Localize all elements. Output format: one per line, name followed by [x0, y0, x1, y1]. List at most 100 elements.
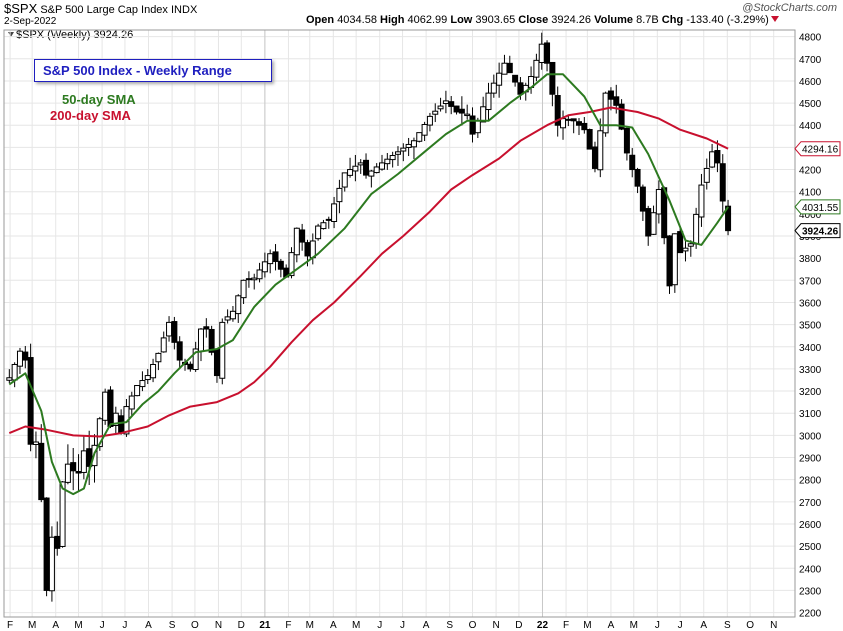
candle-up	[442, 100, 449, 105]
candle-up	[256, 269, 263, 280]
series-legend: $SPX (Weekly) 3924.26	[8, 29, 133, 41]
candle-down	[54, 535, 61, 549]
candle-up	[144, 375, 151, 381]
candle-up	[331, 203, 338, 223]
y-tick-label: 3200	[799, 387, 822, 398]
y-tick-label: 2500	[799, 542, 822, 553]
candle-up	[315, 225, 322, 240]
candle-down	[645, 208, 652, 237]
candle-down	[565, 118, 572, 121]
open-value: 4034.58	[337, 14, 377, 26]
x-tick-label: M	[630, 620, 638, 631]
candle-up	[496, 72, 503, 86]
x-tick-label: A	[330, 620, 337, 631]
candle-up	[155, 352, 162, 363]
candle-up	[134, 385, 141, 397]
candle-up	[698, 184, 705, 218]
high-value: 4062.99	[407, 14, 448, 26]
y-tick-label: 2600	[799, 520, 822, 531]
candle-down	[634, 168, 641, 187]
brand-logo: @StockCharts.com	[742, 2, 837, 14]
y-tick-label: 3100	[799, 409, 822, 420]
candle-up	[192, 348, 199, 371]
y-tick-label: 4500	[799, 99, 822, 110]
y-tick-label: 4700	[799, 55, 822, 66]
candle-up	[400, 147, 407, 152]
security-name: S&P 500 Large Cap Index	[40, 4, 168, 16]
candle-up	[240, 279, 247, 299]
chg-label: Chg	[661, 14, 684, 26]
candle-down	[613, 96, 620, 106]
x-tick-label: N	[770, 620, 777, 631]
price-badge	[794, 141, 841, 157]
candle-up	[64, 463, 71, 483]
x-tick-label: M	[352, 620, 360, 631]
candle-up	[560, 118, 567, 129]
y-tick-label: 2200	[799, 609, 822, 620]
y-tick-label: 4600	[799, 77, 822, 88]
candle-down	[107, 389, 114, 428]
x-tick-label: J	[100, 620, 105, 631]
candle-up	[538, 43, 545, 64]
candle-down	[623, 127, 630, 154]
down-arrow-icon	[770, 16, 779, 22]
candle-up	[251, 277, 258, 281]
candle-up	[394, 151, 401, 155]
y-tick-label: 3600	[799, 298, 822, 309]
x-tick-label: J	[400, 620, 405, 631]
close-label: Close	[518, 14, 549, 26]
x-tick-label: J	[678, 620, 683, 631]
candle-down	[544, 42, 551, 64]
candle-up	[150, 363, 157, 379]
price-badge	[794, 199, 841, 215]
candle-down	[118, 415, 125, 434]
candle-down	[714, 150, 721, 164]
series-legend-text: $SPX (Weekly) 3924.26	[16, 29, 134, 41]
candle-up	[703, 167, 710, 183]
volume-label: Volume	[594, 14, 634, 26]
y-tick-label: 3800	[799, 254, 822, 265]
candle-up	[48, 536, 55, 592]
candle-up	[224, 316, 231, 321]
x-tick-label: D	[238, 620, 245, 631]
candle-down	[725, 205, 732, 232]
candle-up	[139, 380, 146, 388]
candle-up	[416, 132, 423, 142]
candle-down	[719, 163, 726, 202]
close-value: 3924.26	[551, 14, 592, 26]
x-tick-label: F	[563, 620, 569, 631]
candle-down	[70, 462, 77, 472]
sma50-line	[8, 73, 729, 496]
y-tick-label: 3500	[799, 321, 822, 332]
candle-down	[38, 442, 45, 501]
candle-down	[607, 90, 614, 100]
candle-up	[687, 243, 694, 247]
candle-down	[213, 349, 220, 377]
price-badge-label: 4294.16	[802, 145, 839, 156]
candle-down	[458, 108, 465, 114]
plot-frame	[3, 29, 796, 618]
candle-up	[501, 62, 508, 75]
sma200-line	[8, 106, 729, 438]
candle-up	[490, 82, 497, 94]
candle-down	[43, 497, 50, 591]
candle-down	[208, 328, 215, 353]
candle-up	[650, 212, 657, 235]
y-tick-label: 3700	[799, 276, 822, 287]
candle-up	[682, 247, 689, 252]
candle-up	[655, 188, 662, 215]
candle-down	[554, 95, 561, 126]
candle-down	[506, 62, 513, 74]
candle-up	[602, 92, 609, 134]
x-tick-label: A	[608, 620, 615, 631]
candle-down	[661, 187, 668, 239]
candle-down	[299, 229, 306, 243]
chart-annotation-box: S&P 500 Index - Weekly Range	[34, 59, 272, 82]
candle-up	[229, 310, 236, 320]
x-tick-label: S	[169, 620, 176, 631]
candle-up	[373, 166, 380, 174]
candle-up	[128, 395, 135, 410]
candle-down	[575, 121, 582, 126]
candle-down	[304, 242, 311, 257]
